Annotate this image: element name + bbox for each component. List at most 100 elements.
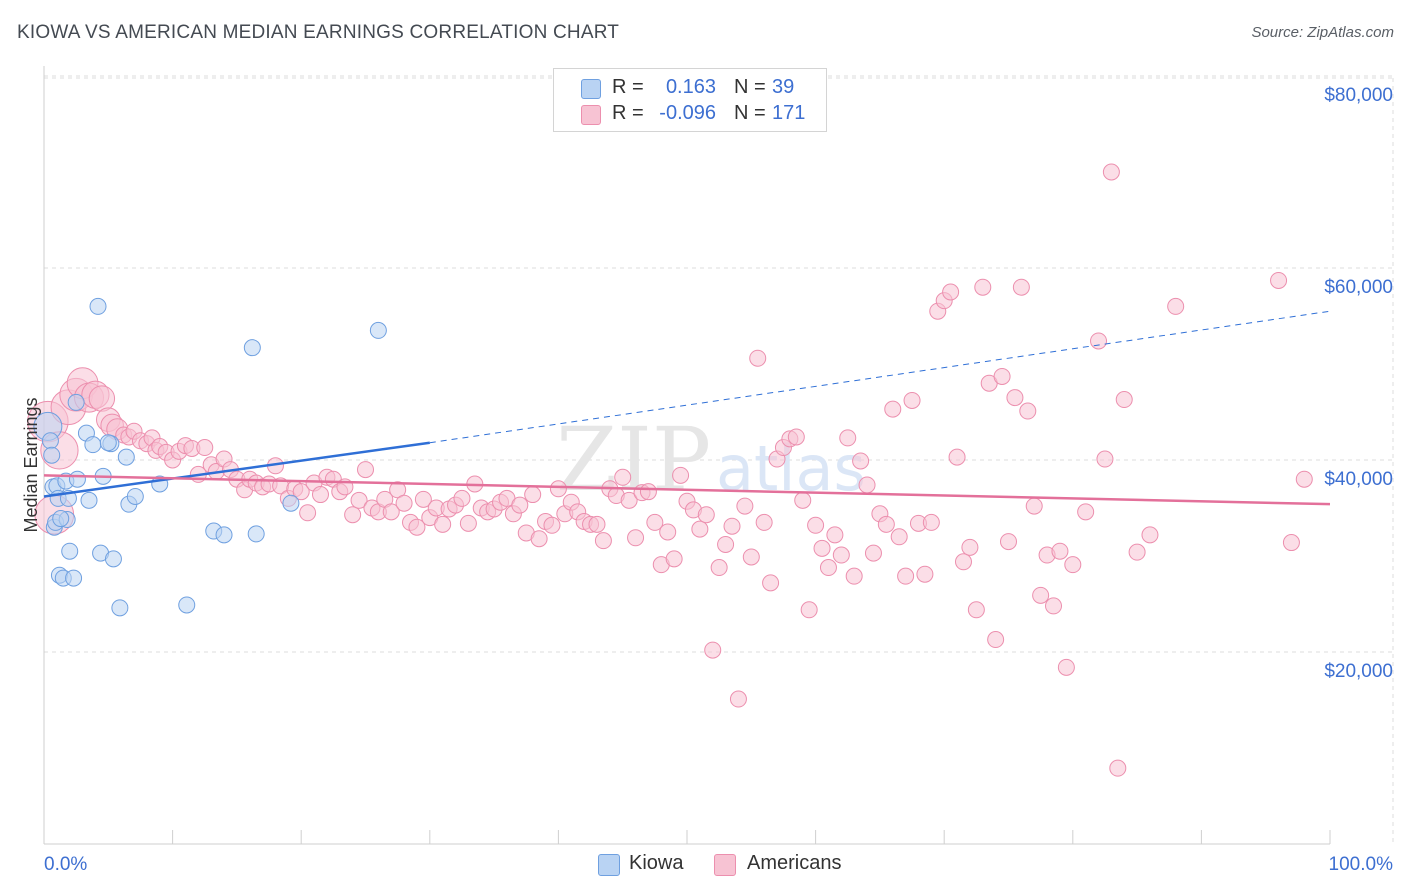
y-tick-label-3: $80,000 xyxy=(1324,85,1393,106)
american-point-112 xyxy=(749,349,767,367)
american-point-108 xyxy=(723,517,741,535)
kiowa-point-15 xyxy=(67,393,85,411)
american-point-8 xyxy=(88,385,116,412)
american-point-121 xyxy=(807,516,825,534)
x-tick-label-min: 0.0% xyxy=(44,854,87,875)
kiowa-point-37 xyxy=(99,434,117,452)
american-point-166 xyxy=(1109,759,1127,777)
kiowa-point-36 xyxy=(369,321,387,339)
american-point-139 xyxy=(922,513,940,531)
americans-r-value: -0.096 xyxy=(659,102,716,124)
american-point-142 xyxy=(942,283,960,301)
kiowa-point-1 xyxy=(41,432,59,450)
legend-row-americans: R = -0.096 N = 171 xyxy=(554,100,826,128)
american-point-44 xyxy=(311,486,329,504)
y-tick-label-0: $20,000 xyxy=(1324,661,1393,682)
american-point-145 xyxy=(961,538,979,556)
kiowa-r-value: 0.163 xyxy=(665,76,716,98)
american-point-144 xyxy=(954,553,972,571)
kiowa-point-14 xyxy=(65,569,83,587)
americans-trend-line xyxy=(43,474,1331,506)
american-point-155 xyxy=(1025,497,1043,515)
american-point-151 xyxy=(1000,533,1017,551)
y-tick-labels: $20,000 $40,000 $60,000 $80,000 xyxy=(1324,85,1393,682)
kiowa-point-18 xyxy=(80,491,98,509)
american-point-26 xyxy=(196,439,214,457)
kiowa-point-33 xyxy=(243,339,261,357)
american-point-119 xyxy=(794,491,812,509)
american-point-67 xyxy=(459,514,477,532)
kiowa-legend-swatch xyxy=(598,854,620,876)
american-point-149 xyxy=(987,631,1005,649)
chart-title: KIOWA VS AMERICAN MEDIAN EARNINGS CORREL… xyxy=(17,22,620,43)
american-point-41 xyxy=(292,483,310,501)
kiowa-point-28 xyxy=(126,487,144,505)
americans-r-label: R = xyxy=(612,102,644,124)
american-point-100 xyxy=(672,466,690,484)
american-point-152 xyxy=(1006,389,1024,407)
kiowa-n-label: N = xyxy=(734,76,766,98)
american-point-113 xyxy=(755,513,773,531)
american-point-42 xyxy=(299,504,317,522)
american-point-123 xyxy=(819,559,837,577)
americans-n-value: 171 xyxy=(772,102,806,124)
american-point-134 xyxy=(890,528,908,546)
american-point-110 xyxy=(736,497,754,515)
x-tick-label-max: 100.0% xyxy=(1329,854,1394,875)
american-point-111 xyxy=(742,548,760,566)
american-point-66 xyxy=(453,489,471,507)
american-point-130 xyxy=(864,544,882,562)
american-point-160 xyxy=(1057,658,1075,676)
american-point-109 xyxy=(729,690,747,708)
americans-n-label: N = xyxy=(734,102,766,124)
american-point-126 xyxy=(839,429,857,447)
american-point-129 xyxy=(858,476,876,494)
american-point-169 xyxy=(1141,526,1159,544)
american-point-122 xyxy=(813,539,831,557)
american-point-138 xyxy=(916,565,934,583)
american-point-120 xyxy=(800,601,818,619)
american-point-95 xyxy=(639,483,657,501)
american-point-164 xyxy=(1096,450,1114,468)
american-point-98 xyxy=(659,523,677,541)
kiowa-point-32 xyxy=(215,526,233,544)
american-point-51 xyxy=(357,461,374,479)
american-point-158 xyxy=(1045,597,1063,615)
y-axis-label: Median Earnings xyxy=(21,397,41,532)
american-point-172 xyxy=(1282,534,1300,552)
american-point-93 xyxy=(627,529,645,547)
american-point-173 xyxy=(1295,470,1313,488)
american-point-135 xyxy=(897,567,915,585)
american-point-165 xyxy=(1102,163,1120,181)
american-point-125 xyxy=(832,546,850,564)
kiowa-point-20 xyxy=(89,297,107,315)
american-point-150 xyxy=(993,367,1011,385)
american-point-143 xyxy=(948,448,966,466)
american-point-60 xyxy=(414,490,432,508)
american-point-114 xyxy=(762,574,780,592)
american-point-118 xyxy=(787,428,805,446)
american-point-161 xyxy=(1064,556,1082,574)
kiowa-point-25 xyxy=(111,599,129,617)
american-point-170 xyxy=(1167,297,1185,315)
kiowa-r-label: R = xyxy=(612,76,644,98)
american-point-124 xyxy=(826,526,844,544)
american-point-80 xyxy=(543,516,561,534)
american-point-91 xyxy=(614,468,632,486)
american-point-136 xyxy=(903,391,921,409)
american-point-168 xyxy=(1128,543,1146,561)
american-point-153 xyxy=(1012,278,1030,296)
americans-legend-swatch xyxy=(714,854,736,876)
kiowa-point-13 xyxy=(61,542,79,560)
american-point-59 xyxy=(408,518,426,536)
correlation-legend: R = 0.163 N = 39 R = -0.096 N = 171 xyxy=(553,68,827,132)
american-point-156 xyxy=(1032,586,1050,604)
american-point-147 xyxy=(974,278,992,296)
american-point-81 xyxy=(549,480,567,498)
american-point-49 xyxy=(344,506,362,524)
american-point-75 xyxy=(511,496,529,514)
kiowa-swatch xyxy=(581,79,601,99)
american-point-63 xyxy=(434,515,452,533)
american-point-87 xyxy=(588,515,606,533)
